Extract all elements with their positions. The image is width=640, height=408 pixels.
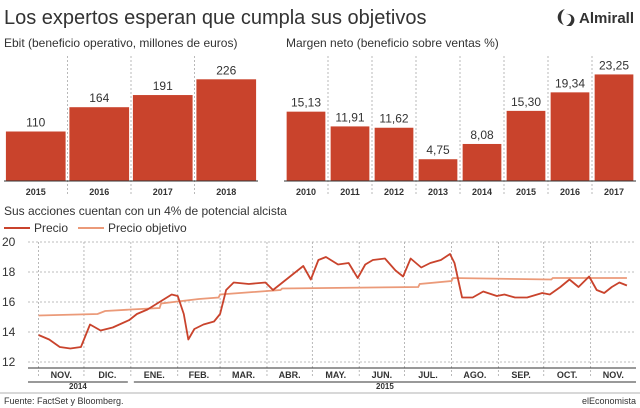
y-tick-label: 12: [2, 355, 16, 369]
x-tick-label: JUN.: [372, 370, 393, 380]
brand-name: Almirall: [579, 10, 634, 27]
price-chart-title: Sus acciones cuentan con un 4% de potenc…: [4, 204, 287, 218]
x-tick-label: MAY.: [325, 370, 346, 380]
legend-label-price: Precio: [34, 221, 68, 235]
margin-category-labels: 2010 2011 2012 2013 2014 2015 2016 2017: [296, 187, 624, 197]
margin-category-label: 2012: [384, 187, 404, 197]
margin-bar: [418, 159, 458, 181]
legend: Precio Precio objetivo: [4, 221, 187, 235]
line-grid: [28, 241, 636, 376]
ebit-separators: [67, 56, 195, 195]
year-label: 2014: [69, 382, 87, 391]
margin-bars: [286, 74, 634, 181]
ebit-bar: [132, 95, 193, 181]
margin-value-label: 11,91: [335, 110, 364, 124]
ebit-category-label: 2015: [26, 187, 46, 197]
x-tick-label: FEB.: [189, 370, 210, 380]
x-tick-label: DIC.: [98, 370, 116, 380]
x-tick-label: MAR.: [232, 370, 255, 380]
margin-chart: Margen neto (beneficio sobre ventas %) 1…: [284, 36, 636, 197]
margin-category-label: 2016: [560, 187, 580, 197]
ebit-bars: [5, 79, 257, 181]
x-tick-labels: NOV. DIC. ENE. FEB. MAR. ABR. MAY. JUN. JUL. AGO.…: [51, 370, 624, 380]
margin-value-label: 4,75: [426, 143, 450, 157]
legend-label-target: Precio objetivo: [108, 221, 187, 235]
margin-category-label: 2017: [604, 187, 624, 197]
ebit-value-labels: 110 164 191 226: [26, 63, 236, 129]
ebit-value-label: 164: [89, 91, 109, 105]
ebit-bar: [69, 107, 130, 181]
x-tick-label: NOV.: [603, 370, 624, 380]
margin-value-label: 15,30: [511, 95, 541, 109]
y-tick-label: 20: [2, 235, 16, 249]
margin-bar: [550, 92, 590, 181]
ebit-bar: [196, 79, 257, 181]
ebit-category-label: 2018: [216, 187, 236, 197]
y-tick-label: 18: [2, 265, 16, 279]
x-tick-label: AGO.: [463, 370, 486, 380]
x-tick-label: ENE.: [144, 370, 165, 380]
price-chart: Sus acciones cuentan con un 4% de potenc…: [2, 204, 636, 391]
x-tick-label: JUL.: [418, 370, 438, 380]
margin-category-label: 2010: [296, 187, 316, 197]
ebit-category-labels: 2015 2016 2017 2018: [26, 187, 237, 197]
margin-category-label: 2014: [472, 187, 492, 197]
y-tick-label: 16: [2, 295, 16, 309]
ebit-value-label: 226: [216, 63, 236, 77]
ebit-bar: [5, 131, 66, 181]
margin-bar: [286, 111, 326, 181]
margin-category-label: 2015: [516, 187, 536, 197]
margin-category-label: 2011: [340, 187, 360, 197]
source-note: Fuente: FactSet y Bloomberg.: [4, 396, 124, 406]
series-line-price: [38, 253, 628, 350]
x-tick-label: ABR.: [279, 370, 301, 380]
page-title: Los expertos esperan que cumpla sus obje…: [4, 7, 426, 29]
margin-category-label: 2013: [428, 187, 448, 197]
margin-bar: [330, 126, 370, 181]
margin-chart-title: Margen neto (beneficio sobre ventas %): [286, 36, 499, 50]
publisher-credit: elEconomista: [582, 396, 636, 406]
margin-bar: [462, 143, 502, 181]
ebit-value-label: 110: [26, 116, 45, 130]
margin-value-label: 23,25: [599, 58, 629, 72]
y-tick-label: 14: [2, 325, 16, 339]
margin-value-label: 15,13: [291, 96, 321, 110]
margin-bar: [374, 127, 414, 181]
ebit-value-label: 191: [153, 79, 173, 93]
y-tick-labels: 12 14 16 18 20: [2, 235, 16, 369]
brand-logo: Almirall: [557, 9, 634, 27]
ebit-category-label: 2017: [153, 187, 173, 197]
x-tick-label: SEP.: [511, 370, 530, 380]
year-label: 2015: [376, 382, 394, 391]
x-tick-label: OCT.: [557, 370, 578, 380]
margin-value-labels: 15,13 11,91 11,62 4,75 8,08 15,30 19,34 23,25: [291, 58, 629, 157]
series-line-target: [38, 277, 627, 317]
margin-value-label: 19,34: [555, 76, 585, 90]
margin-separators: [327, 56, 593, 195]
x-tick-label: NOV.: [51, 370, 72, 380]
margin-bar: [506, 110, 546, 181]
ebit-chart: Ebit (beneficio operativo, millones de e…: [4, 36, 258, 197]
margin-value-label: 11,62: [379, 112, 408, 126]
margin-value-label: 8,08: [470, 128, 494, 142]
margin-bar: [594, 74, 634, 181]
year-labels: 2014 2015: [28, 381, 636, 391]
ebit-chart-title: Ebit (beneficio operativo, millones de e…: [4, 36, 237, 50]
ebit-category-label: 2016: [89, 187, 109, 197]
brand-logo-icon: [557, 9, 575, 26]
